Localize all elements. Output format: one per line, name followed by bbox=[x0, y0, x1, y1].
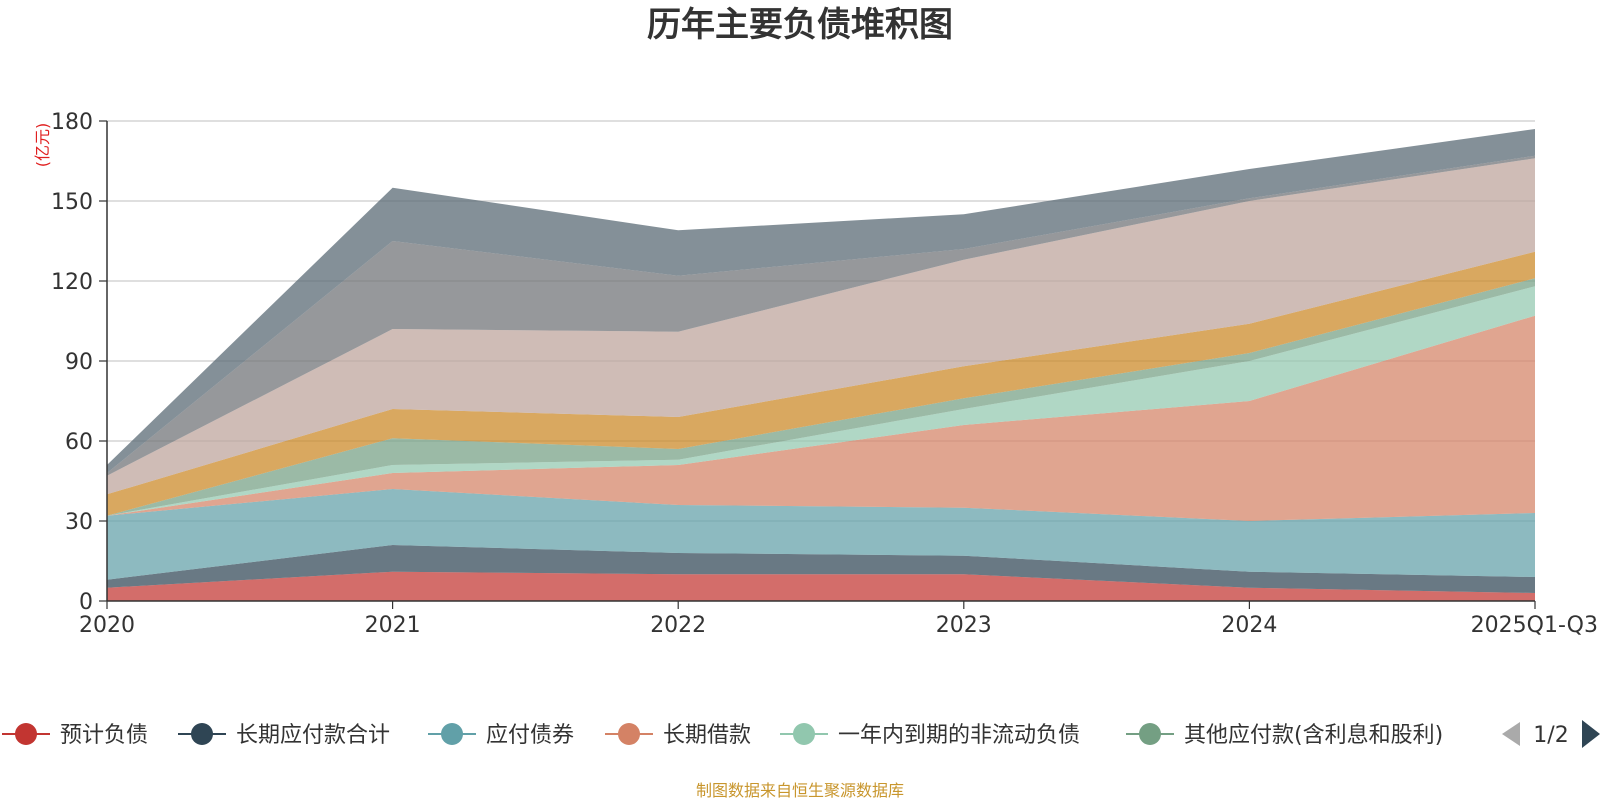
y-axis-unit-label: (亿元) bbox=[33, 123, 52, 168]
area-series-8 bbox=[107, 155, 1535, 476]
legend-marker bbox=[441, 723, 463, 745]
legend-label: 应付债券 bbox=[486, 723, 574, 748]
area-series-4 bbox=[107, 286, 1535, 516]
x-tick-label: 2022 bbox=[650, 613, 706, 638]
legend-label: 长期应付款合计 bbox=[236, 723, 390, 748]
legend: 预计负债 长期应付款合计 应付债券 长期借款 一年内到期的非流动负债 其他应付款(含利息和… bbox=[2, 720, 1600, 748]
legend-marker bbox=[618, 723, 640, 745]
legend-item[interactable]: 应付债券 bbox=[428, 723, 574, 748]
y-tick-label: 180 bbox=[51, 110, 93, 135]
y-tick-label: 120 bbox=[51, 270, 93, 295]
area-series-1 bbox=[107, 545, 1535, 593]
area-series-0 bbox=[107, 571, 1535, 601]
axes: 0 30 60 90 120 150 180 2020 2021 2022 2023 2024 2025… bbox=[51, 110, 1598, 638]
legend-marker bbox=[1139, 723, 1161, 745]
legend-item[interactable]: 长期借款 bbox=[605, 723, 751, 748]
x-tick-label: 2024 bbox=[1221, 613, 1277, 638]
area-series-2 bbox=[107, 489, 1535, 580]
x-tick-label: 2021 bbox=[365, 613, 421, 638]
legend-item[interactable]: 长期应付款合计 bbox=[178, 723, 390, 748]
legend-marker bbox=[15, 723, 37, 745]
legend-marker bbox=[793, 723, 815, 745]
source-note: 制图数据来自恒生聚源数据库 bbox=[696, 781, 904, 800]
area-series-7 bbox=[107, 158, 1535, 495]
y-tick-label: 0 bbox=[79, 590, 93, 615]
area-series-9 bbox=[107, 129, 1535, 473]
x-tick-label: 2023 bbox=[936, 613, 992, 638]
legend-label: 一年内到期的非流动负债 bbox=[838, 723, 1080, 748]
legend-item[interactable]: 预计负债 bbox=[2, 723, 148, 748]
y-tick-label: 30 bbox=[65, 510, 93, 535]
y-tick-label: 150 bbox=[51, 190, 93, 215]
legend-next-arrow-icon[interactable] bbox=[1582, 720, 1600, 748]
legend-label: 预计负债 bbox=[60, 723, 148, 748]
legend-label: 长期借款 bbox=[663, 723, 751, 748]
legend-page-indicator: 1/2 bbox=[1533, 723, 1568, 748]
legend-item[interactable]: 一年内到期的非流动负债 bbox=[780, 723, 1080, 748]
legend-marker bbox=[191, 723, 213, 745]
legend-label: 其他应付款(含利息和股利) bbox=[1184, 723, 1443, 748]
chart-title: 历年主要负债堆积图 bbox=[647, 5, 953, 45]
stacked-areas bbox=[107, 129, 1535, 601]
legend-prev-arrow-icon[interactable] bbox=[1502, 722, 1520, 746]
legend-item[interactable]: 其他应付款(含利息和股利) bbox=[1126, 723, 1443, 748]
area-series-3 bbox=[107, 315, 1535, 521]
area-series-5 bbox=[107, 278, 1535, 516]
x-tick-label: 2025Q1-Q3 bbox=[1471, 613, 1598, 638]
x-tick-label: 2020 bbox=[79, 613, 135, 638]
y-tick-label: 90 bbox=[65, 350, 93, 375]
y-tick-label: 60 bbox=[65, 430, 93, 455]
